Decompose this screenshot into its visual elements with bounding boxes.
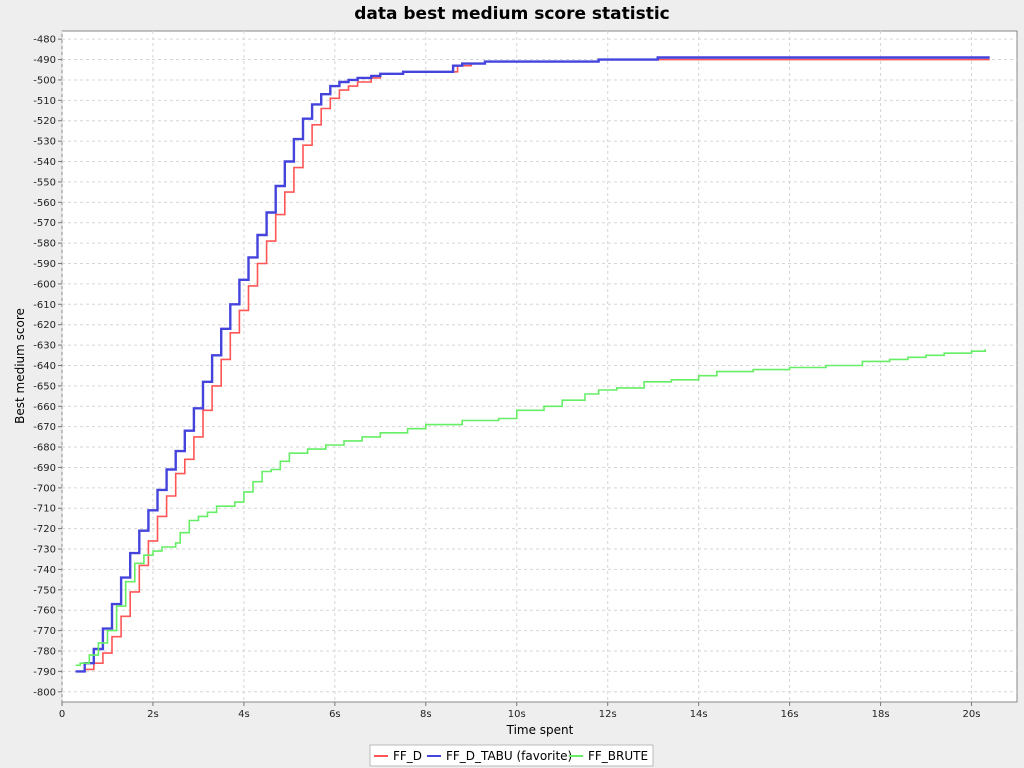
plot-area (61, 30, 1018, 703)
x-tick-label: 20s (963, 709, 981, 720)
y-tick-label: -720 (33, 524, 56, 535)
y-tick-label: -650 (33, 381, 56, 392)
y-tick-label: -680 (33, 443, 56, 454)
series-lines (75, 56, 990, 673)
y-tick-label: -800 (33, 687, 56, 698)
y-tick-label: -580 (33, 239, 56, 250)
legend-label: FF_BRUTE (588, 749, 648, 763)
y-tick-label: -730 (33, 545, 56, 556)
y-tick-label: -490 (33, 55, 56, 66)
x-tick-label: 12s (599, 709, 617, 720)
y-tick-label: -670 (33, 422, 56, 433)
y-tick-label: -570 (33, 218, 56, 229)
y-tick-label: -760 (33, 606, 56, 617)
x-tick-label: 2s (147, 709, 159, 720)
x-axis-ticks: 0 2s 4s 6s 8s 10s 12s 14s 16s 18s 20s (59, 702, 981, 720)
y-tick-label: -710 (33, 504, 56, 515)
y-tick-label: -540 (33, 157, 56, 168)
legend-label: FF_D_TABU (favorite) (446, 749, 572, 763)
legend-items: FF_D FF_D_TABU (favorite) FF_BRUTE (374, 749, 648, 763)
x-tick-label: 0 (59, 709, 65, 720)
y-tick-label: -600 (33, 279, 56, 290)
y-tick-label: -500 (33, 75, 56, 86)
legend-label: FF_D (393, 749, 422, 763)
y-tick-label: -620 (33, 320, 56, 331)
y-tick-label: -520 (33, 116, 56, 127)
y-axis-ticks: -480 -490 -500 -510 -520 -530 -540 -550 -560 -570… (33, 35, 62, 698)
y-tick-label: -510 (33, 96, 56, 107)
y-tick-label: -780 (33, 647, 56, 658)
y-tick-label: -740 (33, 565, 56, 576)
y-tick-label: -610 (33, 300, 56, 311)
x-tick-label: 16s (781, 709, 799, 720)
y-tick-label: -770 (33, 626, 56, 637)
y-tick-label: -690 (33, 463, 56, 474)
y-axis-label: Best medium score (13, 308, 27, 424)
x-tick-label: 6s (329, 709, 341, 720)
chart-title: data best medium score statistic (354, 4, 670, 24)
y-tick-label: -590 (33, 259, 56, 270)
x-tick-label: 14s (690, 709, 708, 720)
y-tick-label: -630 (33, 341, 56, 352)
y-tick-label: -530 (33, 137, 56, 148)
legend: FF_D FF_D_TABU (favorite) FF_BRUTE (369, 744, 654, 767)
series-line-ff-d-tabu-favorite (75, 56, 990, 673)
y-tick-label: -560 (33, 198, 56, 209)
y-tick-label: -640 (33, 361, 56, 372)
y-tick-label: -480 (33, 35, 56, 46)
legend-box (369, 744, 654, 767)
y-tick-label: -790 (33, 667, 56, 678)
series-line-ff-brute (75, 349, 986, 667)
y-tick-label: -750 (33, 585, 56, 596)
y-tick-label: -550 (33, 177, 56, 188)
x-axis-label: Time spent (506, 723, 574, 737)
x-tick-label: 18s (872, 709, 890, 720)
x-tick-label: 4s (238, 709, 250, 720)
x-tick-label: 8s (420, 709, 432, 720)
x-tick-label: 10s (508, 709, 526, 720)
y-tick-label: -700 (33, 483, 56, 494)
y-tick-label: -660 (33, 402, 56, 413)
